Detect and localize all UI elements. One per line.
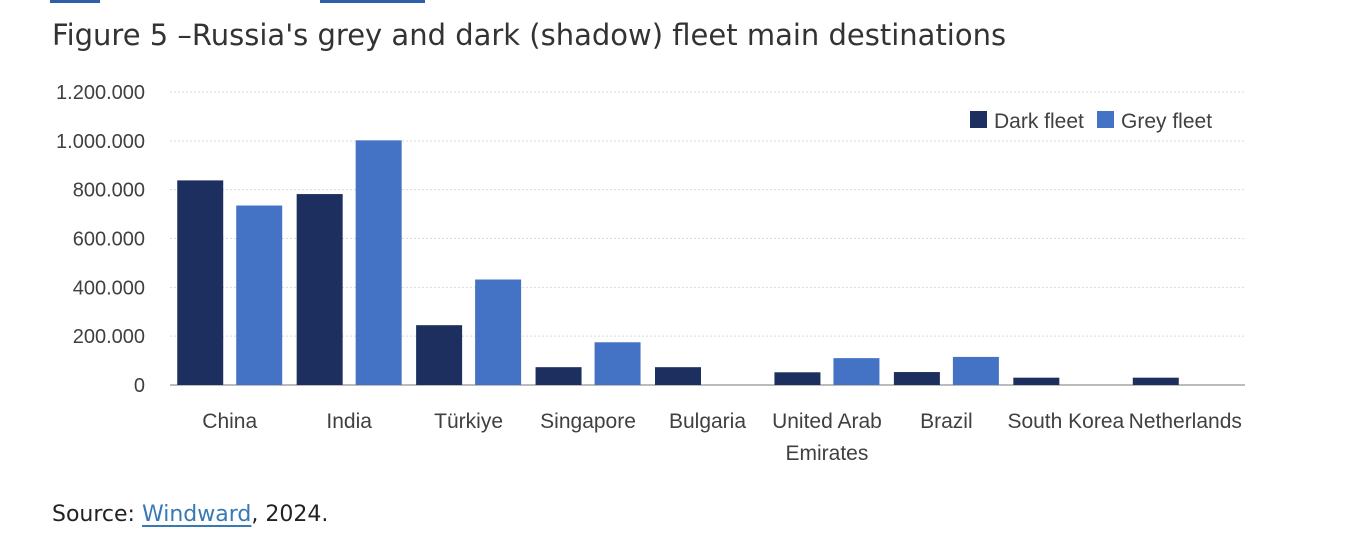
grey-fleet-bar — [594, 342, 641, 385]
x-category-label: Emirates — [786, 442, 869, 465]
x-category-label: Netherlands — [1129, 410, 1242, 433]
dark-fleet-bar — [774, 372, 821, 385]
y-tick-label: 1.000.000 — [56, 131, 145, 153]
grey-fleet-bar — [952, 356, 999, 385]
header-fragment-right — [320, 0, 425, 3]
dark-fleet-bar — [1013, 377, 1060, 385]
y-tick-label: 0 — [134, 375, 145, 397]
x-category-label: Brazil — [920, 410, 973, 433]
x-category-label: India — [326, 410, 372, 433]
header-fragment-left — [50, 0, 100, 3]
dark-fleet-bar — [177, 180, 224, 385]
grey-fleet-bar — [236, 205, 283, 385]
x-category-label: China — [202, 410, 257, 433]
legend-swatch-dark — [970, 111, 987, 128]
x-category-label: Bulgaria — [669, 410, 746, 433]
legend-label-dark: Dark fleet — [994, 110, 1084, 133]
y-tick-label: 200.000 — [73, 326, 145, 348]
x-category-label: South Korea — [1007, 410, 1124, 433]
dark-fleet-bar — [655, 367, 701, 385]
legend-label-grey: Grey fleet — [1121, 110, 1212, 133]
bar-chart: 0 200.000 400.000 600.000 800.000 1.000.000 1.… — [56, 82, 1245, 465]
x-category-label: United Arab — [772, 410, 882, 433]
source-line: Source: Windward, 2024. — [52, 502, 328, 527]
y-tick-label: 600.000 — [73, 229, 145, 251]
dark-fleet-bar — [416, 325, 463, 385]
figure-title: Figure 5 –Russia's grey and dark (shadow… — [52, 18, 1007, 52]
source-prefix: Source: — [52, 502, 142, 527]
y-tick-label: 800.000 — [73, 180, 145, 202]
grey-fleet-bar — [475, 279, 522, 385]
dark-fleet-bar — [1132, 377, 1179, 385]
dark-fleet-bar — [535, 367, 582, 385]
dark-fleet-bar — [893, 372, 940, 385]
source-suffix: , 2024. — [251, 502, 329, 527]
dark-fleet-bar — [296, 194, 343, 385]
x-category-label: Türkiye — [434, 410, 503, 433]
grey-fleet-bar — [355, 140, 402, 385]
grey-fleet-bar — [833, 358, 880, 385]
x-category-label: Singapore — [540, 410, 636, 433]
y-tick-label: 400.000 — [73, 277, 145, 299]
legend-swatch-grey — [1097, 111, 1114, 128]
source-link[interactable]: Windward — [141, 502, 252, 527]
y-tick-label: 1.200.000 — [56, 82, 145, 104]
